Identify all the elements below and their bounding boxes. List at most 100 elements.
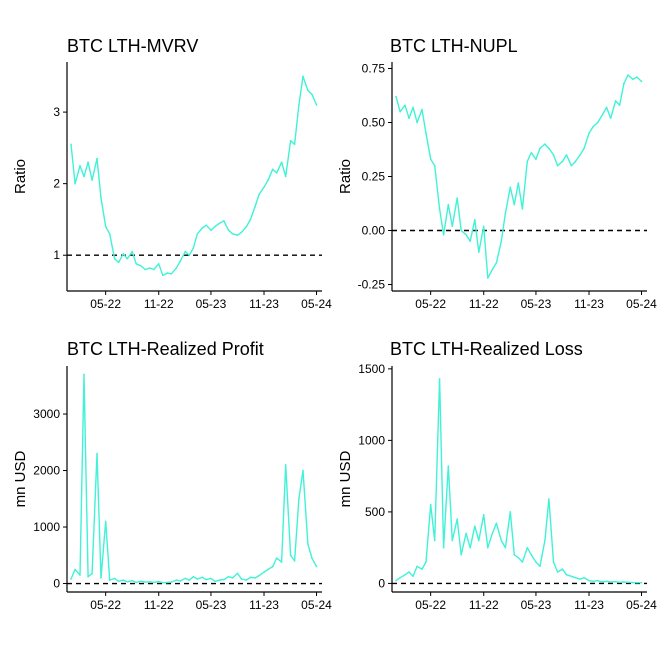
data-point: [399, 576, 401, 579]
data-point: [504, 546, 507, 549]
data-point: [192, 247, 195, 249]
data-point: [530, 554, 533, 556]
data-point: [640, 80, 643, 83]
data-point: [548, 147, 550, 150]
data-point: [491, 268, 494, 271]
x-tick-label: 11-22: [469, 297, 499, 311]
data-point: [104, 225, 107, 228]
data-point: [404, 104, 406, 106]
data-point: [548, 498, 550, 500]
data-point: [583, 576, 585, 579]
data-point: [618, 581, 621, 584]
data-point: [175, 267, 178, 269]
data-point: [425, 132, 427, 135]
data-point: [214, 225, 216, 228]
x-tick-label: 11-22: [144, 297, 174, 311]
x-tick-label: 05-24: [301, 598, 332, 612]
data-point: [223, 578, 225, 581]
data-point: [135, 581, 137, 584]
data-point: [289, 554, 292, 557]
data-point: [271, 565, 274, 568]
data-point: [592, 126, 594, 128]
data-point: [263, 186, 265, 188]
data-point: [509, 186, 512, 189]
data-point: [100, 577, 102, 579]
data-point: [416, 121, 418, 124]
x-tick-label: 05-22: [90, 598, 121, 612]
data-point: [245, 579, 248, 581]
data-point: [433, 164, 436, 167]
data-point: [144, 581, 146, 583]
series-line-1: [70, 75, 318, 276]
data-point: [236, 234, 239, 236]
data-point: [609, 581, 612, 583]
data-point: [579, 154, 581, 156]
data-point: [579, 578, 581, 580]
data-point: [421, 568, 423, 570]
data-point: [196, 233, 199, 235]
data-point: [275, 557, 278, 559]
y-tick-label: 0.25: [362, 170, 386, 184]
data-point: [302, 469, 304, 472]
data-point: [500, 539, 503, 542]
x-tick-label: 11-22: [469, 598, 499, 612]
data-point: [254, 577, 256, 579]
data-point: [521, 208, 524, 210]
y-tick-label: 2: [53, 177, 60, 191]
data-point: [131, 250, 133, 253]
x-tick-label: 05-23: [521, 297, 552, 311]
data-point: [495, 262, 498, 264]
data-point: [570, 164, 573, 167]
data-point: [108, 233, 111, 235]
data-point: [227, 229, 230, 231]
data-point: [293, 143, 296, 146]
series-line-4: [395, 378, 642, 584]
data-point: [157, 263, 160, 265]
data-point: [526, 160, 529, 163]
data-point: [126, 581, 129, 583]
x-tick-label: 11-23: [574, 297, 604, 311]
data-point: [184, 250, 187, 253]
data-point: [210, 229, 212, 231]
data-point: [231, 577, 234, 579]
data-point: [556, 164, 559, 167]
y-tick-label: 0.50: [362, 115, 386, 129]
data-point: [87, 161, 89, 163]
data-point: [149, 581, 151, 583]
data-point: [263, 571, 265, 573]
data-point: [162, 581, 164, 584]
x-tick-label: 05-22: [90, 297, 121, 311]
data-point: [170, 273, 173, 275]
data-point: [249, 576, 252, 579]
data-point: [140, 580, 142, 583]
data-point: [87, 575, 89, 578]
chart-title-4: BTC LTH-Realized Loss: [390, 339, 583, 359]
series-line-3: [70, 373, 318, 584]
data-point: [596, 579, 599, 582]
data-point: [140, 265, 142, 267]
data-point: [184, 577, 187, 580]
data-point: [293, 560, 296, 562]
data-point: [205, 224, 208, 226]
data-point: [425, 561, 427, 563]
y-tick-label: 1000: [33, 520, 60, 534]
data-point: [614, 100, 617, 102]
data-point: [157, 580, 160, 583]
data-point: [408, 117, 410, 119]
y-tick-label: 0.00: [362, 224, 386, 238]
data-point: [96, 452, 98, 455]
data-point: [175, 579, 178, 581]
data-point: [556, 571, 559, 573]
data-point: [456, 518, 459, 520]
data-point: [214, 580, 216, 583]
y-axis-label-2: Ratio: [337, 159, 354, 194]
data-point: [600, 581, 603, 583]
data-point: [478, 539, 480, 542]
data-point: [605, 106, 608, 109]
x-tick-label: 11-23: [249, 598, 279, 612]
data-point: [302, 75, 304, 78]
chart-title-2: BTC LTH-NUPL: [390, 36, 518, 56]
data-point: [162, 274, 164, 277]
data-point: [170, 581, 173, 583]
data-point: [438, 378, 441, 380]
